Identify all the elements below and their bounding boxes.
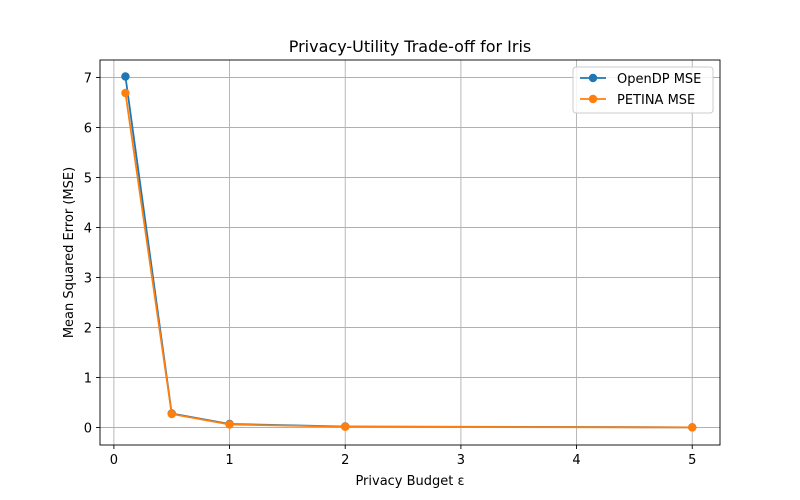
legend-item: OpenDP MSE <box>580 72 701 87</box>
axis-ticks: 0 1 2 3 4 5 0 1 2 3 4 5 6 7 <box>84 72 697 469</box>
x-tick-label: 3 <box>457 453 465 468</box>
legend: OpenDP MSE PETINA MSE <box>572 66 714 114</box>
y-tick-label: 6 <box>84 122 92 137</box>
legend-box <box>572 66 714 114</box>
chart-title: Privacy-Utility Trade-off for Iris <box>289 37 532 56</box>
x-axis-label: Privacy Budget ε <box>355 474 464 489</box>
grid <box>100 60 720 445</box>
x-tick-label: 1 <box>225 453 233 468</box>
y-tick-label: 4 <box>84 222 92 237</box>
legend-item: PETINA MSE <box>580 93 695 108</box>
data-point <box>121 88 130 98</box>
series-2 <box>121 88 697 432</box>
legend-swatch-marker <box>588 73 598 83</box>
plot-frame <box>99 59 721 446</box>
legend-label: PETINA MSE <box>617 93 695 108</box>
y-tick-label: 5 <box>84 172 92 187</box>
x-tick-label: 5 <box>688 453 696 468</box>
data-point <box>341 422 350 431</box>
x-tick-label: 4 <box>572 453 580 468</box>
y-tick-label: 7 <box>84 72 92 87</box>
series-layer <box>121 72 697 432</box>
legend-label: OpenDP MSE <box>617 72 701 87</box>
data-point <box>121 72 130 81</box>
y-tick-label: 0 <box>84 422 92 437</box>
data-point <box>688 423 697 432</box>
data-point <box>167 409 176 419</box>
x-tick-label: 2 <box>341 453 349 468</box>
y-tick-label: 1 <box>84 372 92 387</box>
legend-swatch-marker <box>588 94 598 104</box>
y-axis-label: Mean Squared Error (MSE) <box>62 167 77 338</box>
y-tick-label: 2 <box>84 322 92 337</box>
data-point <box>225 420 234 429</box>
y-tick-label: 3 <box>84 272 92 287</box>
x-tick-label: 0 <box>110 453 118 468</box>
series-line <box>124 76 693 429</box>
